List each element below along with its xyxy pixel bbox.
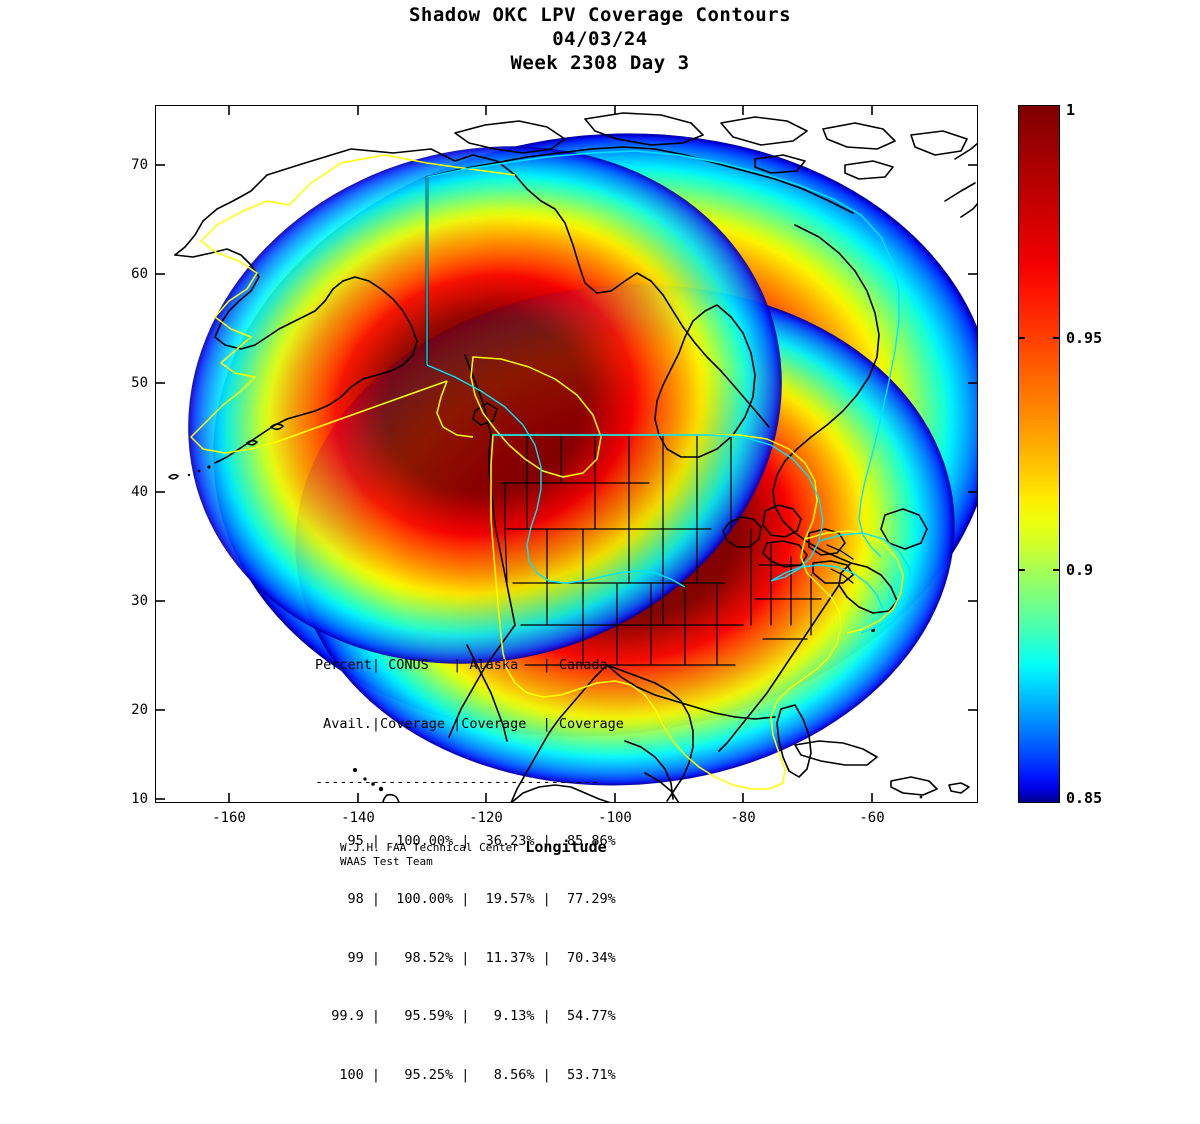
- coverage-contour-map: [155, 105, 978, 803]
- y-tick-label: 10: [131, 791, 148, 807]
- fir-boundary-layer: [190, 154, 904, 790]
- figure-root: Shadow OKC LPV Coverage Contours 04/03/2…: [131, 4, 1103, 1083]
- table-header-line2: Avail.|Coverage |Coverage | Coverage: [315, 715, 624, 732]
- y-tick-label: 60: [131, 266, 148, 282]
- x-tick-label: -80: [730, 810, 756, 826]
- colorbar-tick-label: 0.85: [1066, 789, 1103, 807]
- table-row: 95 | 100.00% | 36.23% | 85.86%: [315, 832, 616, 849]
- colorbar-tick-label: 0.95: [1066, 329, 1103, 347]
- x-tick-label: -160: [212, 810, 246, 826]
- table-separator: -----------------------------------: [315, 774, 600, 790]
- x-tick-label: -60: [859, 810, 885, 826]
- y-tick-label: 30: [131, 593, 148, 609]
- coastline-layer: [168, 112, 978, 803]
- axis-tick-marks: [155, 105, 978, 803]
- table-row: 99.9 | 95.59% | 9.13% | 54.77%: [315, 1008, 616, 1024]
- table-row: 99 | 98.52% | 11.37% | 70.34%: [315, 949, 616, 966]
- credit-line1: W.J.H. FAA Technical Center: [340, 841, 519, 854]
- x-tick-label: -120: [469, 810, 503, 826]
- coverage-statistics-table: Percent| CONUS | Alaska | Canada Avail.|…: [315, 617, 624, 1124]
- x-axis-label: Longitude: [525, 838, 607, 856]
- credit-line2: WAAS Test Team: [340, 855, 433, 868]
- colorbar: [1018, 105, 1060, 803]
- table-row: 100 | 95.25% | 8.56% | 53.71%: [315, 1066, 616, 1083]
- figure-credit: W.J.H. FAA Technical Center WAAS Test Te…: [340, 841, 519, 869]
- y-tick-label: 50: [131, 375, 148, 391]
- figure-title-line1: Shadow OKC LPV Coverage Contours: [408, 4, 792, 26]
- x-tick-label: -100: [598, 810, 632, 826]
- y-tick-label: 70: [131, 157, 148, 173]
- figure-title-line3: Week 2308 Day 3: [510, 52, 690, 74]
- colorbar-tick-label: 0.9: [1066, 561, 1094, 579]
- y-tick-label: 20: [131, 702, 148, 718]
- secondary-boundary-layer: [426, 150, 912, 634]
- contour-plot-area: Percent| CONUS | Alaska | Canada Avail.|…: [155, 105, 978, 1083]
- y-tick-label: 40: [131, 484, 148, 500]
- colorbar-gradient: [1019, 106, 1059, 802]
- figure-title-line2: 04/03/24: [552, 28, 648, 50]
- x-tick-label: -140: [341, 810, 375, 826]
- table-header-line1: Percent| CONUS | Alaska | Canada: [315, 657, 608, 673]
- colorbar-tick-label: 1: [1066, 101, 1076, 119]
